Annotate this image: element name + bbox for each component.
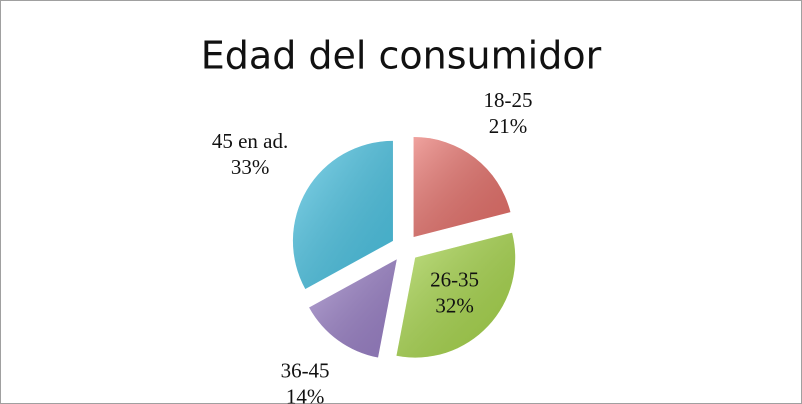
slice-category-label: 26-35: [430, 267, 479, 291]
slice-value-label: 33%: [231, 155, 270, 179]
slice-category-label: 18-25: [483, 88, 532, 112]
slice-category-label: 36-45: [281, 358, 330, 382]
slice-value-label: 32%: [435, 293, 474, 317]
slice-value-label: 21%: [489, 114, 528, 138]
chart-title: Edad del consumidor: [201, 34, 602, 78]
slice-category-label: 45 en ad.: [212, 129, 288, 153]
slice-value-label: 14%: [286, 384, 325, 404]
